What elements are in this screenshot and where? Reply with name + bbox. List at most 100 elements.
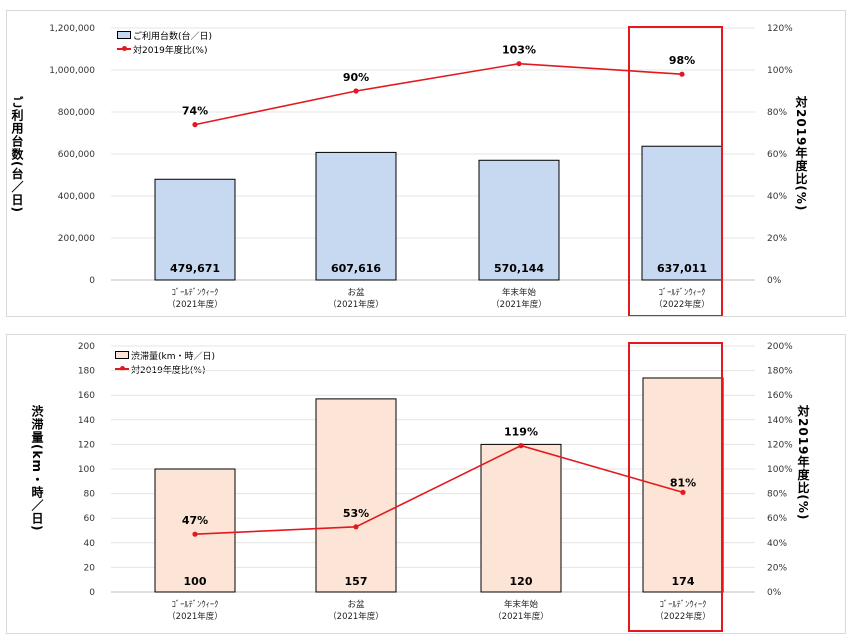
y2-tick-label: 160% [767,391,793,401]
y-tick-label: 40 [84,539,96,549]
y2-tick-label: 140% [767,416,793,426]
ratio-point [353,524,359,530]
y2-tick-label: 200% [767,342,793,352]
bar [641,145,723,281]
category-sublabel: （2021年度） [167,299,223,310]
category-sublabel: （2021年度） [493,611,549,622]
bar-value-label: 607,616 [331,262,381,275]
ratio-value-label: 47% [182,514,208,527]
bar-value-label: 174 [672,575,695,588]
category-label: 年末年始 [502,287,537,298]
chart-canvas: 0 0% 20 20% 40 40% 60 60% 80 80% 100 100% 120 120% 140… [78,342,793,632]
bar [480,443,562,593]
highlight-box [628,26,723,316]
y2-tick-label: 20% [767,563,787,573]
chart-canvas: 0 0% 200,000 20% 400,000 40% 600,000 60% 800,000… [49,24,793,316]
y-tick-label: 1,000,000 [49,66,95,76]
category-label: ｺﾞｰﾙﾃﾞﾝｳｨｰｸ [172,288,219,298]
ratio-value-label: 90% [343,71,369,84]
y2-tick-label: 180% [767,367,793,377]
y2-tick-label: 120% [767,24,793,34]
legend-item-bars: 渋滞量(km・時／日) [115,348,215,362]
bar-value-label: 479,671 [170,262,220,275]
bar-value-label: 120 [510,575,533,588]
bottom-chart-panel: 渋滞量(km・時／日) 対2019年度比(%) 渋滞量(km・時／日) 対201… [6,334,846,634]
y2-tick-label: 0% [767,588,782,598]
bar-value-label: 570,144 [494,262,544,275]
category-label: ｺﾞｰﾙﾃﾞﾝｳｨｰｸ [659,288,706,298]
legend-item-bars: ご利用台数(台／日) [117,28,212,42]
highlight-box [628,342,723,632]
y2-tick-label: 60% [767,514,787,524]
y2-tick-label: 40% [767,539,787,549]
y-tick-label: 200,000 [58,234,95,244]
legend-bar-swatch [115,351,129,359]
y2-tick-label: 40% [767,192,787,202]
ratio-value-label: 103% [502,44,536,57]
ratio-value-label: 98% [669,54,695,67]
category-label: 年末年始 [504,599,539,610]
left-axis-title: ご利用台数(台／日) [10,96,24,213]
legend-line-label: 対2019年度比(%) [133,45,208,56]
right-axis-title: 対2019年度比(%) [796,405,810,521]
y2-tick-label: 80% [767,490,787,500]
ratio-point [680,489,686,495]
y-tick-label: 1,200,000 [49,24,95,34]
ratio-value-label: 53% [343,507,369,520]
y2-tick-label: 0% [767,276,782,286]
legend-line-swatch [115,366,129,371]
category-sublabel: （2022年度） [654,299,710,310]
y2-tick-label: 120% [767,440,793,450]
y-tick-label: 800,000 [58,108,95,118]
category-sublabel: （2021年度） [328,299,384,310]
ratio-point [353,88,359,94]
ratio-point [518,443,524,449]
bar [315,151,397,281]
category-label: ｺﾞｰﾙﾃﾞﾝｳｨｰｸ [660,600,707,610]
ratio-value-label: 74% [182,105,208,118]
y2-tick-label: 100% [767,66,793,76]
bar-value-label: 157 [345,575,368,588]
top-chart-panel: ご利用台数(台／日) 対2019年度比(%) ご利用台数(台／日) 対2019年… [6,10,846,317]
y-tick-label: 20 [84,563,96,573]
category-label: お盆 [347,599,365,610]
y-tick-label: 140 [78,416,95,426]
y2-tick-label: 20% [767,234,787,244]
bar-value-label: 637,011 [657,262,707,275]
legend-bar-swatch [117,31,131,39]
ratio-point [516,61,522,67]
y-tick-label: 180 [78,367,95,377]
legend-item-line: 対2019年度比(%) [117,42,212,56]
y-tick-label: 400,000 [58,192,95,202]
y-tick-label: 0 [89,276,95,286]
right-axis-title: 対2019年度比(%) [794,96,808,212]
category-label: ｺﾞｰﾙﾃﾞﾝｳｨｰｸ [172,600,219,610]
y-tick-label: 200 [78,342,95,352]
category-sublabel: （2022年度） [655,611,711,622]
ratio-point [192,122,198,128]
y-tick-label: 60 [84,514,96,524]
category-sublabel: （2021年度） [328,611,384,622]
category-sublabel: （2021年度） [491,299,547,310]
left-axis-title: 渋滞量(km・時／日) [30,405,44,532]
legend-line-swatch [117,46,131,51]
ratio-line [194,444,684,535]
ratio-point [192,531,198,537]
category-label: お盆 [347,287,365,298]
chart-legend: ご利用台数(台／日) 対2019年度比(%) [117,28,212,56]
bar [154,468,236,593]
y-tick-label: 100 [78,465,95,475]
bar [315,398,397,593]
legend-bar-label: 渋滞量(km・時／日) [131,351,216,362]
y-tick-label: 160 [78,391,95,401]
y2-tick-label: 60% [767,150,787,160]
ratio-value-label: 81% [670,476,696,489]
ratio-point [679,71,685,77]
y2-tick-label: 100% [767,465,793,475]
y-tick-label: 600,000 [58,150,95,160]
y-tick-label: 0 [89,588,95,598]
category-sublabel: （2021年度） [167,611,223,622]
bar [154,178,236,281]
y-tick-label: 80 [84,490,96,500]
y-tick-label: 120 [78,440,95,450]
